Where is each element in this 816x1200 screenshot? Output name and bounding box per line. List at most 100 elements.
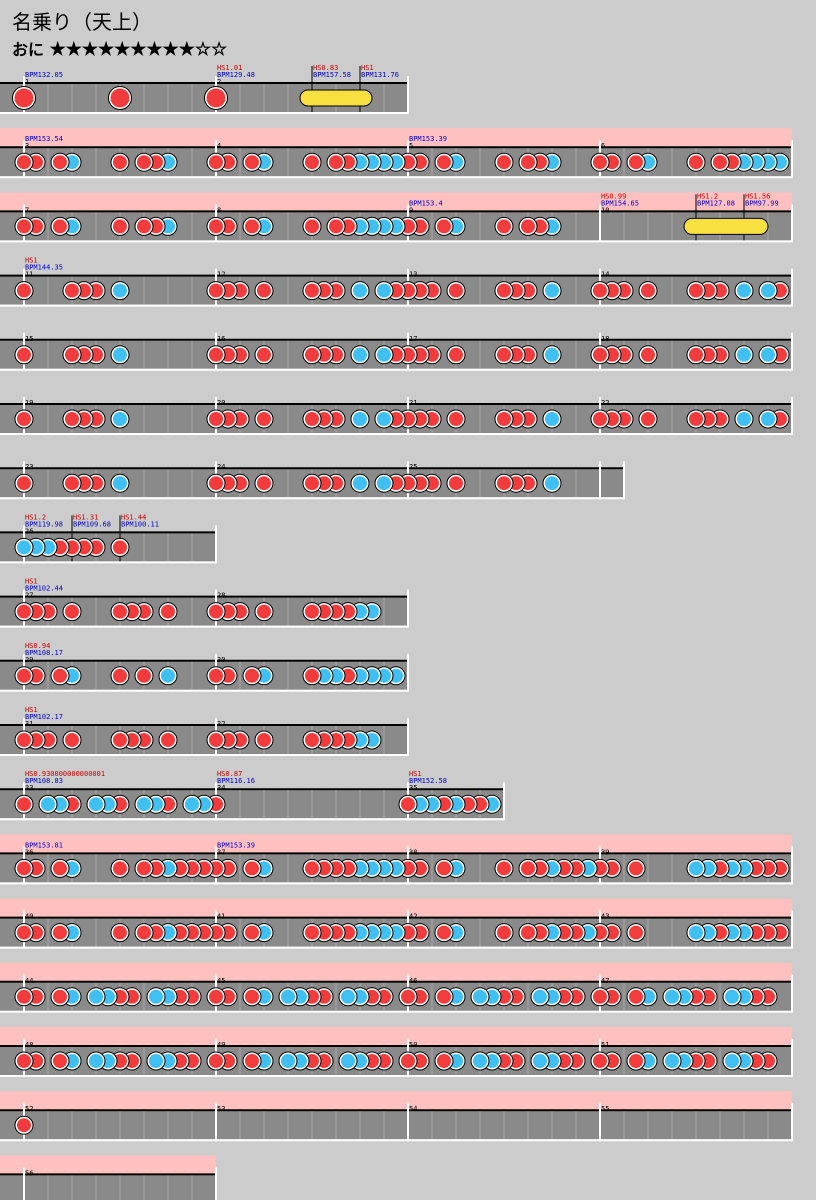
ka-note-face [473, 1054, 487, 1068]
ka-note-face [533, 1054, 547, 1068]
don-note-face [305, 925, 319, 940]
don-note-face [593, 1054, 607, 1068]
don-note-face [629, 155, 643, 170]
score-row: 56 [0, 1155, 217, 1200]
score-row: 48 49 50 51 [0, 1027, 793, 1077]
measure-number: 55 [601, 1105, 609, 1113]
don-note-face [641, 283, 655, 298]
bpm-label: BPM154.65 [601, 199, 639, 207]
don-note-face [305, 412, 319, 426]
bpm-label: BPM131.76 [361, 71, 399, 79]
don-note-face [65, 283, 79, 298]
ka-note-face [341, 989, 355, 1004]
measure-number: 3 [25, 142, 29, 150]
don-note-face [17, 604, 31, 619]
don-note-face [449, 476, 463, 491]
don-note-face [497, 155, 511, 170]
don-note-face [209, 476, 223, 491]
ka-note-face [89, 989, 103, 1004]
hs-label: HS1.44 [121, 513, 146, 521]
don-note-face [449, 283, 463, 298]
don-note-face [401, 1054, 415, 1068]
don-note-face [305, 219, 319, 234]
hs-label: HS0.87 [217, 770, 242, 778]
don-note-face [209, 604, 223, 619]
don-note-face [53, 861, 67, 876]
don-note-face [257, 283, 271, 298]
measure-number: 9 [409, 206, 413, 214]
don-note-face [53, 155, 67, 170]
don-note-face [137, 155, 151, 170]
measure-number: 32 [217, 720, 225, 728]
measure-number: 47 [601, 977, 609, 985]
measure-number: 12 [217, 271, 225, 279]
ka-note-face [353, 412, 367, 426]
don-note-face [497, 476, 511, 491]
don-note-face [161, 733, 175, 747]
measure-number: 43 [601, 913, 609, 921]
ka-note-face [185, 797, 199, 812]
measure-number: 6 [601, 142, 605, 150]
ka-note-face [41, 797, 55, 812]
don-note-face [437, 925, 451, 940]
don-note-face [113, 861, 127, 876]
don-note-face [305, 283, 319, 298]
bpm-label: BPM153.39 [409, 135, 447, 143]
bpm-label: BPM153.81 [25, 841, 63, 849]
ka-note-face [761, 412, 775, 426]
measure-number: 16 [217, 335, 225, 343]
measure-number: 39 [601, 848, 609, 856]
don-note-face [713, 155, 727, 170]
don-note-face [161, 604, 175, 619]
measure-number: 51 [601, 1041, 609, 1049]
measure-number: 14 [601, 271, 609, 279]
measure-number: 34 [217, 784, 225, 792]
measure-number: 27 [25, 592, 33, 600]
score-row: 52 53 54 55 [0, 1091, 793, 1142]
hs-label: HS1.01 [217, 64, 242, 72]
measure-number: 41 [217, 913, 225, 921]
measure-number: 44 [25, 977, 33, 985]
don-note-face [305, 861, 319, 876]
ka-note-face [137, 797, 151, 812]
don-note-face [305, 604, 319, 619]
ka-note-face [725, 989, 739, 1004]
score-row: 15 16 17 18 [0, 332, 793, 371]
don-note-face [65, 604, 79, 619]
hs-label: HS1 [409, 770, 422, 778]
gogo-band [0, 834, 792, 855]
ka-note-face [689, 925, 703, 940]
measure-number: 48 [25, 1041, 33, 1049]
don-note-face [245, 155, 259, 170]
measure-number: 11 [25, 271, 33, 279]
stars-empty: ☆☆ [194, 39, 228, 60]
don-note-face [593, 347, 607, 362]
don-note-face [113, 604, 127, 619]
bpm-label: BPM108.17 [25, 649, 63, 657]
ka-note-face [281, 1054, 295, 1068]
measure-number: 30 [217, 656, 225, 664]
drumroll [683, 217, 769, 235]
don-note-face [437, 989, 451, 1004]
ka-note-face [737, 283, 751, 298]
measure-number: 21 [409, 399, 417, 407]
don-note-face [137, 219, 151, 234]
don-note-face [65, 347, 79, 362]
measure-number: 49 [217, 1041, 225, 1049]
bpm-label: BPM108.83 [25, 777, 63, 785]
don-note-face [497, 283, 511, 298]
don-note-face [305, 733, 319, 747]
measure-number: 24 [217, 463, 225, 471]
measure-number: 53 [217, 1105, 225, 1113]
hs-label: HS1.31 [73, 513, 98, 521]
bpm-label: BPM132.05 [25, 71, 63, 79]
ka-note-face [281, 989, 295, 1004]
ka-note-face [377, 283, 391, 298]
don-note-face [593, 989, 607, 1004]
don-note-face [209, 733, 223, 747]
